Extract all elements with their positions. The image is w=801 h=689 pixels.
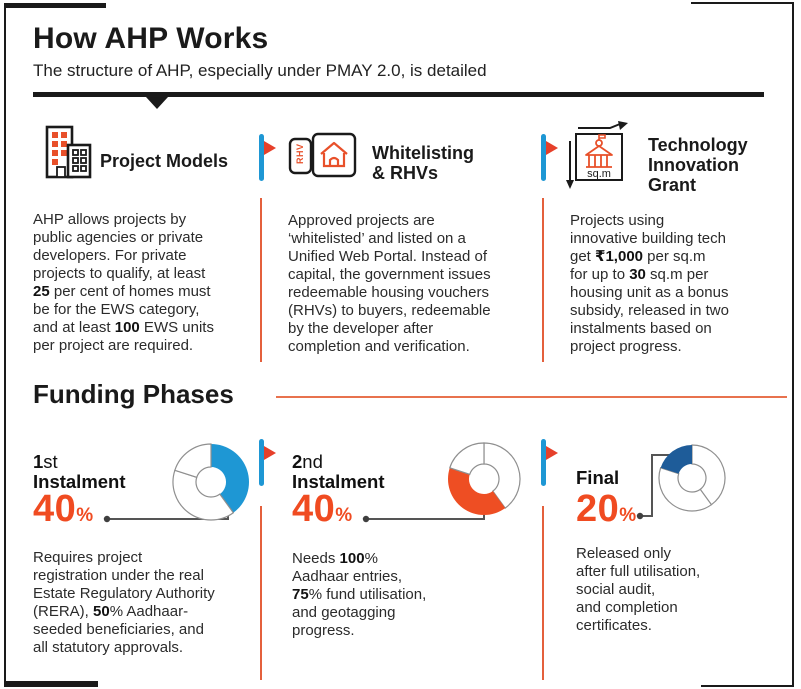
phase-percent-1st-instalment: 40%: [33, 488, 94, 530]
flag-icon: [546, 141, 558, 155]
funding-phases-underline: [276, 396, 787, 398]
rhv-ticket-icon: RHV: [288, 132, 357, 178]
flag-icon: [264, 446, 276, 460]
header-rule: [33, 92, 764, 97]
phase-label-1st-instalment: 1st Instalment: [33, 451, 126, 492]
feature-body-whitelisting-rhvs: Approved projects are ‘whitelisted’ and …: [288, 212, 491, 355]
feature-title-technology-innovation-grant: Technology Innovation Grant: [648, 135, 748, 195]
phase-body-final: Released only after full utilisation, so…: [576, 545, 701, 634]
feature-title-whitelisting-rhvs: Whitelisting & RHVs: [372, 143, 474, 183]
phase-label-2nd-instalment: 2nd Instalment: [292, 451, 385, 492]
divider-pole: [541, 439, 546, 486]
frame-left-line: [4, 3, 6, 687]
connector-line: [636, 454, 673, 520]
frame-right-line: [792, 2, 794, 687]
phase-body-1st-instalment: Requires project registration under the …: [33, 549, 215, 656]
donut-chart-1st-instalment: [171, 442, 251, 527]
page-subtitle: The structure of AHP, especially under P…: [33, 61, 487, 80]
phase-body-2nd-instalment: Needs 100% Aadhaar entries, 75% fund uti…: [292, 550, 427, 639]
frame-top-right-line: [691, 2, 794, 4]
divider-pole: [259, 439, 264, 486]
donut-chart-2nd-instalment: [446, 441, 522, 522]
divider-line: [542, 198, 544, 362]
divider-line: [542, 506, 544, 680]
flag-icon: [546, 446, 558, 460]
divider-pole: [541, 134, 546, 181]
frame-top-left-bar: [4, 3, 106, 8]
header-rule-arrow-down-icon: [146, 97, 168, 109]
feature-body-technology-innovation-grant: Projects using innovative building tech …: [570, 212, 729, 355]
phase-label-final: Final: [576, 467, 620, 488]
divider-pole: [259, 134, 264, 181]
divider-line: [260, 506, 262, 680]
rhv-label: RHV: [295, 143, 305, 164]
feature-body-project-models: AHP allows projects by public agencies o…: [33, 211, 214, 354]
divider-line: [260, 198, 262, 362]
buildings-icon: [45, 125, 92, 179]
page-title: How AHP Works: [33, 22, 269, 55]
donut-chart-final: [657, 443, 727, 518]
sqm-label: sq.m: [587, 168, 611, 180]
frame-bottom-left-bar: [4, 681, 98, 687]
phase-percent-final: 20%: [576, 488, 637, 530]
frame-bottom-right-line: [701, 685, 794, 687]
phase-percent-2nd-instalment: 40%: [292, 488, 353, 530]
sqm-measure-icon: sq.m: [566, 121, 628, 189]
funding-phases-title: Funding Phases: [33, 379, 234, 409]
feature-title-project-models: Project Models: [100, 151, 229, 171]
flag-icon: [264, 141, 276, 155]
